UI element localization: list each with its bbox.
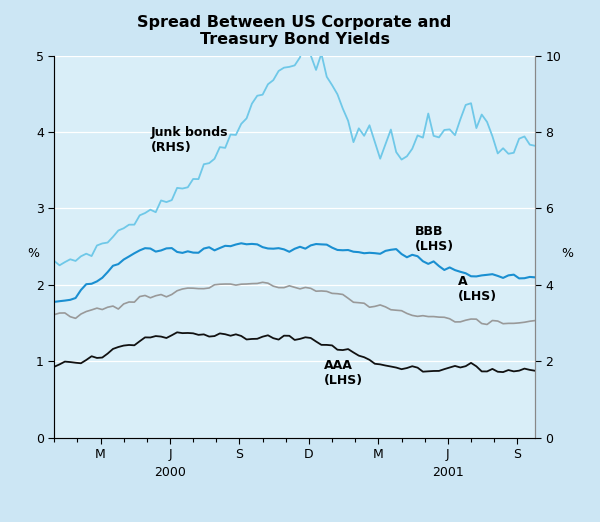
Text: 2001: 2001 [432, 467, 464, 479]
Text: BBB
(LHS): BBB (LHS) [415, 225, 454, 253]
Y-axis label: %: % [27, 246, 39, 259]
Title: Spread Between US Corporate and
Treasury Bond Yields: Spread Between US Corporate and Treasury… [137, 15, 452, 48]
Text: Junk bonds
(RHS): Junk bonds (RHS) [151, 126, 228, 153]
Text: AAA
(LHS): AAA (LHS) [323, 359, 362, 387]
Y-axis label: %: % [561, 246, 573, 259]
Text: A
(LHS): A (LHS) [458, 275, 497, 303]
Text: 2000: 2000 [154, 467, 186, 479]
